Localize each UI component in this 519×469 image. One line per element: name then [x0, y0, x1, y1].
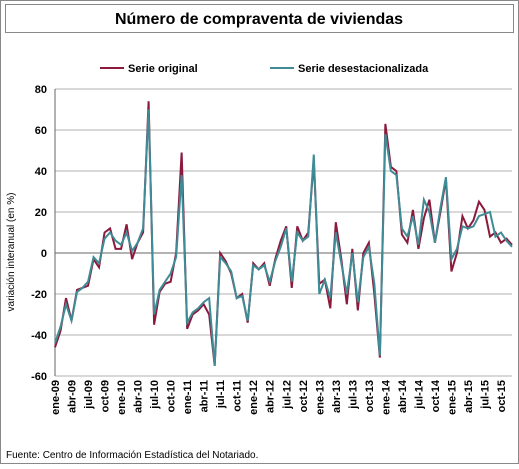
x-tick-label: abr-09: [67, 380, 79, 413]
x-tick-label: abr-11: [199, 380, 211, 412]
x-tick-label: abr-14: [397, 379, 409, 413]
legend-label: Serie original: [128, 63, 198, 75]
y-tick-label: -20: [31, 289, 47, 301]
x-tick-label: abr-13: [331, 380, 343, 413]
x-tick-label: ene-09: [50, 380, 62, 415]
x-tick-label: jul-09: [83, 380, 95, 410]
x-tick-label: jul-13: [347, 380, 359, 410]
y-tick-label: 40: [35, 166, 47, 178]
x-tick-label: oct-09: [100, 380, 112, 412]
x-tick-label: jul-12: [281, 380, 293, 410]
x-tick-label: jul-14: [413, 379, 425, 410]
x-tick-label: oct-13: [364, 380, 376, 412]
x-tick-label: ene-11: [182, 380, 194, 414]
x-tick-label: ene-12: [248, 380, 260, 415]
x-tick-label: oct-10: [166, 380, 178, 412]
title-box: [5, 4, 514, 33]
y-tick-label: 60: [35, 125, 47, 137]
x-tick-label: ene-10: [116, 380, 128, 415]
x-tick-label: abr-12: [265, 380, 277, 413]
y-tick-label: 80: [35, 84, 47, 96]
x-tick-label: jul-15: [479, 380, 491, 410]
x-tick-label: jul-11: [215, 380, 227, 409]
y-tick-label: 0: [41, 248, 47, 260]
y-tick-label: 20: [35, 207, 47, 219]
x-tick-label: oct-15: [496, 380, 508, 412]
chart-title: Número de compraventa de viviendas: [115, 11, 403, 28]
x-tick-label: abr-10: [133, 380, 145, 413]
x-tick-label: oct-11: [232, 380, 244, 412]
series-line: [54, 109, 513, 366]
x-tick-label: oct-14: [430, 379, 442, 412]
y-tick-label: -60: [31, 371, 47, 383]
y-tick-label: -40: [31, 330, 47, 342]
x-tick-label: jul-10: [149, 380, 161, 410]
y-axis-label: variación interanual (en %): [6, 193, 17, 312]
x-tick-label: ene-13: [314, 380, 326, 415]
source: Fuente: Centro de Información Estadístic…: [6, 450, 258, 461]
legend-label: Serie desestacionalizada: [298, 63, 429, 75]
x-tick-label: oct-12: [298, 380, 310, 412]
x-tick-label: abr-15: [463, 380, 475, 413]
x-tick-label: ene-15: [446, 380, 458, 415]
x-tick-label: ene-14: [380, 379, 392, 415]
